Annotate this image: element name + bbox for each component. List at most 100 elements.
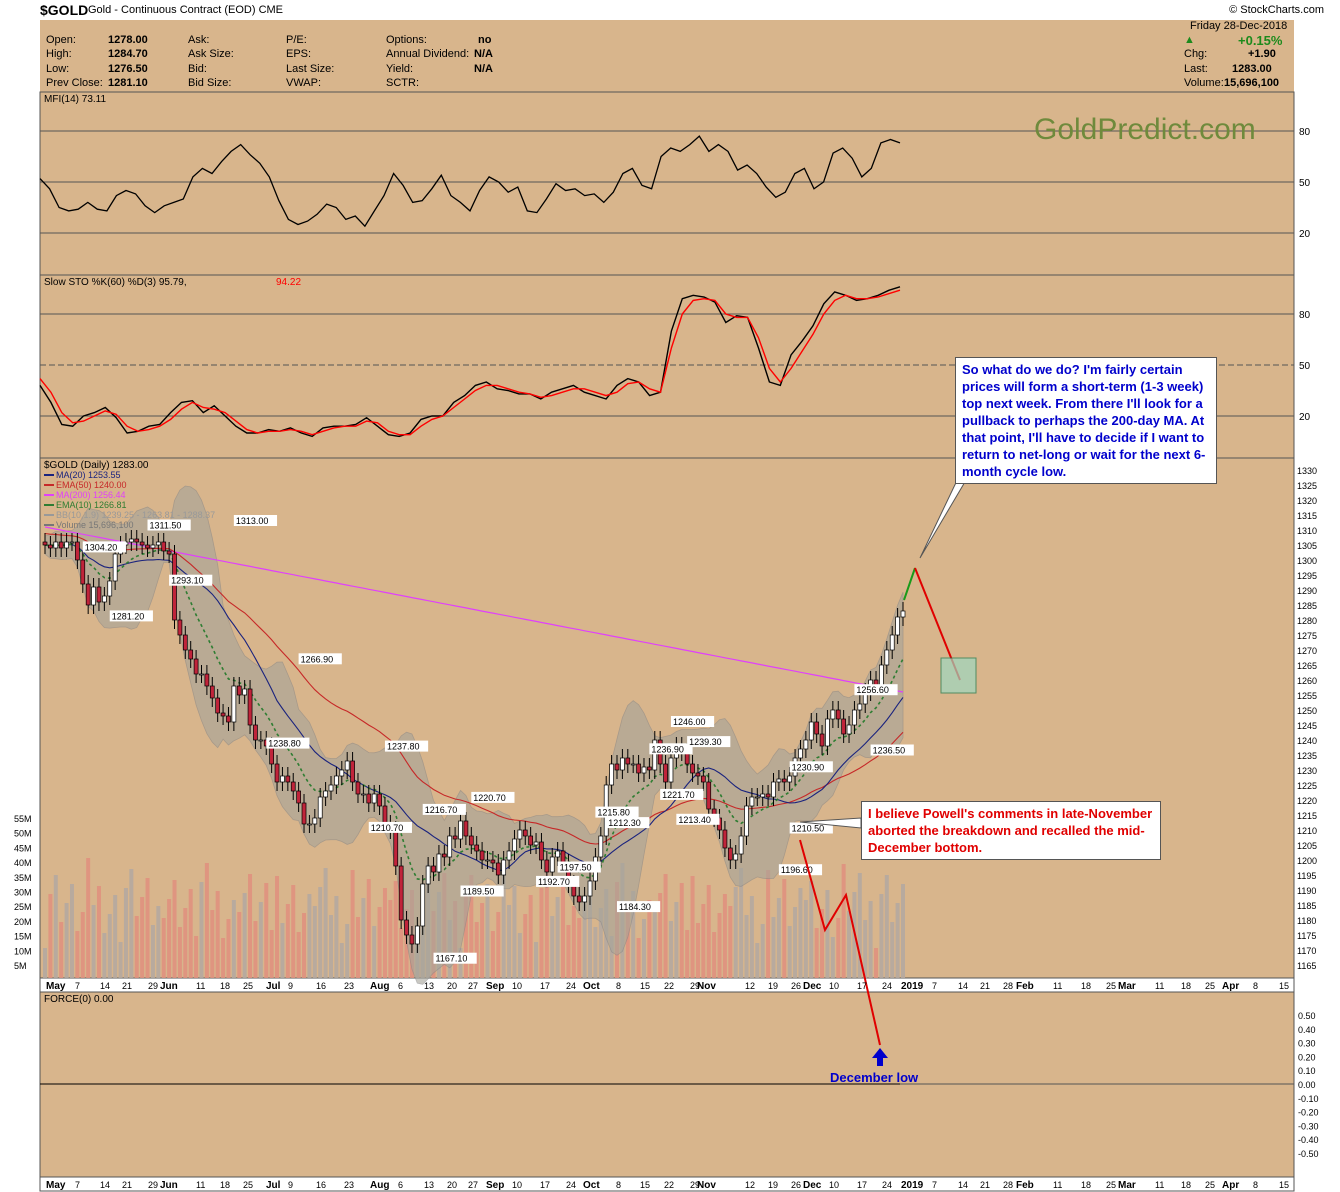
lower-axis-day-label: 22 — [664, 1180, 674, 1190]
upper-axis-day-label: 14 — [958, 981, 968, 991]
price-label: 1220.70 — [471, 791, 515, 803]
lower-axis-day-label: 15 — [1279, 1180, 1289, 1190]
price-tick-label: 1275 — [1297, 631, 1317, 641]
volume-bar — [534, 942, 539, 978]
stochastic-legend: Slow STO %K(60) %D(3) 95.79, — [44, 277, 187, 288]
upper-axis-day-label: 8 — [616, 981, 621, 991]
candle-body — [107, 580, 113, 597]
upper-axis-day-label: 27 — [468, 981, 478, 991]
candle-body — [172, 553, 177, 621]
volume-bar — [59, 922, 64, 978]
stochastic-tick-label: 80 — [1299, 310, 1311, 321]
force-tick-label: 0.00 — [1298, 1080, 1316, 1090]
mfi-tick-label: 20 — [1299, 229, 1311, 240]
candle-body — [398, 865, 404, 921]
upper-axis-month-label: Mar — [1118, 981, 1136, 992]
mfi-tick-label: 80 — [1299, 127, 1311, 138]
price-label-text: 1256.60 — [856, 685, 889, 695]
stochastic-tick-label: 50 — [1299, 361, 1311, 372]
candle-body — [69, 541, 75, 544]
mfi-line — [39, 135, 901, 228]
force-tick-label: -0.20 — [1298, 1108, 1319, 1118]
volume-bar — [577, 918, 582, 978]
upper-axis-day-label: 17 — [540, 981, 550, 991]
lower-axis-day-label: 18 — [1181, 1180, 1191, 1190]
candle-body — [706, 781, 712, 810]
upper-axis-day-label: 13 — [424, 981, 434, 991]
price-tick-label: 1330 — [1297, 466, 1317, 476]
volume-bar — [663, 874, 668, 978]
upper-axis-day-label: 19 — [768, 981, 778, 991]
price-tick-label: 1290 — [1297, 586, 1317, 596]
candle-body — [204, 673, 210, 687]
upper-axis-day-label: 20 — [447, 981, 457, 991]
volume-label: Volume: — [1184, 77, 1224, 89]
candle-body — [323, 790, 328, 798]
volume-bar — [377, 907, 382, 978]
volume-bar — [863, 920, 868, 978]
lower-axis-day-label: 25 — [1106, 1180, 1116, 1190]
price-label-text: 1311.50 — [150, 521, 182, 531]
price-label-box — [384, 740, 429, 752]
candle-body — [798, 748, 803, 759]
volume-bar — [749, 896, 754, 978]
candle-body — [533, 841, 539, 846]
volume-bar — [69, 884, 74, 978]
candle-body — [339, 769, 345, 777]
lower-axis-day-label: 7 — [932, 1180, 937, 1190]
yield-value: N/A — [474, 63, 493, 75]
candle-body — [215, 697, 221, 714]
price-tick-label: 1165 — [1297, 961, 1316, 971]
upper-axis-day-label: 24 — [566, 981, 576, 991]
price-tick-label: 1280 — [1297, 616, 1317, 626]
vwap-label: VWAP: — [286, 77, 322, 89]
price-label: 1197.50 — [557, 861, 601, 873]
quote-date: Friday 28-Dec-2018 — [1190, 20, 1288, 32]
lower-axis-day-label: 12 — [745, 1180, 755, 1190]
upper-axis-month-label: Aug — [370, 981, 389, 992]
volume-bar — [793, 907, 798, 978]
volume-bar — [334, 896, 339, 978]
candle-body — [765, 793, 771, 798]
candle-body — [879, 664, 884, 687]
price-label: 1311.50 — [147, 519, 191, 531]
upper-axis-day-label: 12 — [745, 981, 755, 991]
volume-bar — [755, 943, 760, 978]
volume-bar — [868, 901, 873, 978]
volume-bar — [701, 904, 706, 978]
volume-bar — [836, 918, 841, 978]
upper-axis-month-label: Oct — [583, 981, 600, 992]
price-tick-label: 1235 — [1297, 751, 1317, 761]
overlay-legend-text: EMA(50) 1240.00 — [56, 480, 127, 490]
candle-body — [468, 835, 474, 846]
upper-axis-month-label: 2019 — [901, 981, 924, 992]
volume-tick-label: 35M — [14, 873, 32, 883]
prev-close-value: 1281.10 — [108, 77, 148, 89]
price-label: 1266.90 — [298, 653, 342, 665]
volume-bar — [123, 888, 128, 978]
volume-bar — [388, 900, 393, 978]
upper-axis-month-label: May — [46, 981, 66, 992]
price-tick-label: 1250 — [1297, 706, 1317, 716]
volume-bar — [291, 885, 296, 978]
candle-body — [517, 829, 523, 840]
upper-axis-day-label: 25 — [1106, 981, 1116, 991]
price-label-box — [789, 822, 833, 834]
upper-axis-day-label: 8 — [1253, 981, 1258, 991]
candle-body — [177, 619, 183, 636]
candle-body — [436, 853, 442, 873]
overlay-legend-text: MA(200) 1256.44 — [56, 490, 126, 500]
lower-axis-day-label: 27 — [468, 1180, 478, 1190]
volume-bar — [636, 938, 641, 978]
candle-body — [42, 541, 48, 546]
volume-bar — [884, 875, 889, 978]
candle-body — [301, 802, 307, 825]
lower-axis-day-label: 10 — [512, 1180, 522, 1190]
upper-axis-month-label: Feb — [1016, 981, 1034, 992]
volume-bar — [296, 932, 301, 978]
volume-bar — [647, 900, 652, 978]
volume-bar — [345, 924, 350, 978]
price-label: 1256.60 — [854, 684, 898, 696]
candle-body — [155, 541, 161, 546]
volume-bar — [485, 884, 490, 978]
